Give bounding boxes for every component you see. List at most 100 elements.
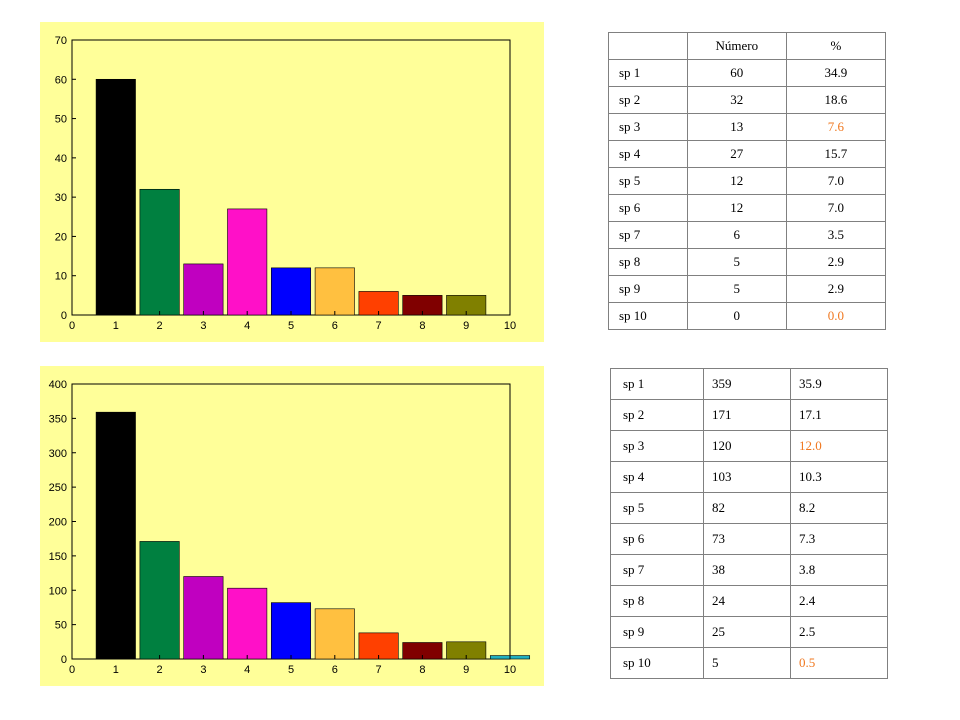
table-cell: sp 10: [610, 647, 704, 679]
y-tick-label: 30: [55, 192, 67, 204]
table-cell: 2.4: [790, 585, 888, 617]
bar-7: [358, 632, 399, 660]
table-cell: sp 10: [608, 302, 688, 330]
table-cell: sp 1: [610, 368, 704, 400]
y-tick-label: 0: [61, 310, 67, 322]
table-cell: 0: [686, 302, 787, 330]
bar-2: [139, 541, 180, 660]
table-cell: sp 9: [610, 616, 704, 648]
x-tick-label: 2: [157, 664, 163, 676]
y-tick-label: 50: [55, 620, 67, 632]
table-row: sp 9 25 2.5: [610, 616, 888, 648]
table-cell: 35.9: [790, 368, 888, 400]
table-cell: 5: [703, 647, 791, 679]
table-cell: sp 2: [610, 399, 704, 431]
table-cell: sp 3: [610, 430, 704, 462]
table-cell: 18.6: [785, 86, 887, 114]
y-tick-label: 70: [55, 35, 67, 47]
x-tick-label: 10: [504, 320, 516, 332]
table-row: sp 1 60 34.9: [608, 59, 887, 87]
y-tick-label: 10: [55, 271, 67, 283]
bar-4: [227, 208, 268, 316]
table-cell: sp 6: [610, 523, 704, 555]
x-tick-label: 0: [69, 664, 75, 676]
table-cell: 25: [703, 616, 791, 648]
x-tick-label: 4: [244, 664, 250, 676]
table-cell: sp 7: [608, 221, 688, 249]
table-cell: 82: [703, 492, 791, 524]
table-cell: 32: [686, 86, 787, 114]
bar-3: [183, 263, 224, 316]
x-tick-label: 5: [288, 664, 294, 676]
table-row: sp 2 32 18.6: [608, 86, 887, 114]
table-cell: sp 7: [610, 554, 704, 586]
y-tick-label: 400: [49, 379, 67, 391]
table-row: sp 3 120 12.0: [610, 430, 888, 462]
bar-chart-bottom: 0 50 100 150 200 250 300 350 400 0 1 2 3 4 5 6 7 8 9 10: [40, 366, 544, 686]
table-cell: 12: [686, 194, 787, 222]
table-cell: sp 5: [610, 492, 704, 524]
table-cell: sp 3: [608, 113, 688, 141]
bar-2: [139, 188, 180, 316]
table-row: sp 6 73 7.3: [610, 523, 888, 555]
bar-1: [95, 411, 136, 660]
table-row: sp 1 359 35.9: [610, 368, 888, 400]
x-tick-label: 6: [332, 320, 338, 332]
table-cell: 7.0: [785, 167, 887, 195]
bar-1: [95, 78, 136, 316]
y-tick-label: 0: [61, 654, 67, 666]
bar-6: [314, 608, 355, 660]
table-cell: 6: [686, 221, 787, 249]
table-cell: 3.5: [785, 221, 887, 249]
table-cell: 17.1: [790, 399, 888, 431]
table-cell: 359: [703, 368, 791, 400]
table-cell: 7.0: [785, 194, 887, 222]
table-cell: 34.9: [785, 59, 887, 87]
table-row: sp 10 5 0.5: [610, 647, 888, 679]
y-tick-label: 350: [49, 413, 67, 425]
table-cell: 171: [703, 399, 791, 431]
table-row: sp 9 5 2.9: [608, 275, 887, 303]
table-row: sp 2 171 17.1: [610, 399, 888, 431]
y-tick-label: 20: [55, 231, 67, 243]
table-cell: sp 4: [608, 140, 688, 168]
table-header-cell: [608, 32, 688, 60]
table-row: sp 8 24 2.4: [610, 585, 888, 617]
y-tick-label: 60: [55, 74, 67, 86]
table-header-row: Número%: [608, 32, 887, 60]
x-tick-label: 7: [376, 320, 382, 332]
table-header-cell: %: [785, 32, 887, 60]
x-tick-label: 8: [419, 320, 425, 332]
x-tick-label: 3: [200, 320, 206, 332]
table-cell: 120: [703, 430, 791, 462]
table-row: sp 3 13 7.6: [608, 113, 887, 141]
table-cell: 38: [703, 554, 791, 586]
table-cell: 3.8: [790, 554, 888, 586]
bar-chart-top-svg: 0 10 20 30 40 50 60 70 0 1 2 3 4 5 6 7 8 9 10: [55, 35, 516, 332]
table-cell: sp 2: [608, 86, 688, 114]
table-cell: sp 1: [608, 59, 688, 87]
y-tick-label: 250: [49, 482, 67, 494]
table-cell: 5: [686, 275, 787, 303]
table-cell: 0.5: [790, 647, 888, 679]
table-cell: sp 9: [608, 275, 688, 303]
species-count-table-bottom: sp 1 359 35.9 sp 2 171 17.1 sp 3 120 12.0 sp 4 103…: [610, 368, 888, 679]
bar-3: [183, 576, 224, 660]
table-cell: 8.2: [790, 492, 888, 524]
table-cell: 24: [703, 585, 791, 617]
x-tick-label: 9: [463, 320, 469, 332]
table-row: sp 4 103 10.3: [610, 461, 888, 493]
table-cell: 2.9: [785, 275, 887, 303]
x-tick-label: 10: [504, 664, 516, 676]
bar-chart-top: 0 10 20 30 40 50 60 70 0 1 2 3 4 5 6 7 8 9 10: [40, 22, 544, 342]
table-row: sp 8 5 2.9: [608, 248, 887, 276]
table-row: sp 5 82 8.2: [610, 492, 888, 524]
x-tick-label: 7: [376, 664, 382, 676]
table-cell: 103: [703, 461, 791, 493]
table-cell: 7.3: [790, 523, 888, 555]
table-cell: 0.0: [785, 302, 887, 330]
y-tick-label: 100: [49, 585, 67, 597]
bar-chart-bottom-svg: 0 50 100 150 200 250 300 350 400 0 1 2 3 4 5 6 7 8 9 10: [49, 379, 531, 676]
table-row: sp 10 0 0.0: [608, 302, 887, 330]
x-tick-label: 1: [113, 320, 119, 332]
